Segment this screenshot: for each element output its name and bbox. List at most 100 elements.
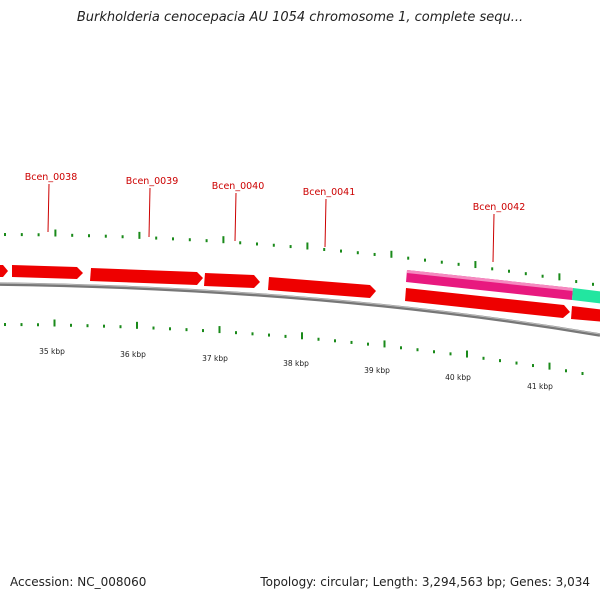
tick-mark [86,324,89,328]
lower-strand-genes [405,288,600,322]
tick-mark [152,326,155,330]
gene-arrow[interactable] [12,265,83,279]
tick-mark [119,325,122,329]
tick-mark [172,237,174,241]
genes-label: Genes: [509,575,552,589]
tick-mark [235,331,237,335]
gene-arrow[interactable] [405,288,570,318]
tick-mark [169,327,171,331]
tick-mark [70,323,72,327]
gene-label[interactable]: Bcen_0041 [303,187,356,198]
gene-label[interactable]: Bcen_0039 [126,176,179,187]
gene-label[interactable]: Bcen_0040 [212,181,265,192]
topology-label: Topology: [260,575,317,589]
tick-mark [20,233,23,237]
tick-mark [340,249,342,253]
forward-strand-genes [0,265,600,304]
tick-mark [185,328,188,332]
gene-label[interactable]: Bcen_0042 [473,202,526,213]
tick-mark [592,282,594,286]
tick-mark [202,329,204,333]
tick-mark [407,256,410,260]
tick-mark [424,258,426,262]
tick-mark [306,242,309,250]
tick-mark [548,362,551,370]
gene-leader-line [324,198,327,248]
tick-mark [367,342,369,346]
gene-label[interactable]: Bcen_0038 [25,172,78,183]
gene-leader-line [47,183,50,233]
gene-arrow[interactable] [571,306,600,322]
tick-mark [205,239,208,243]
tick-mark [4,323,6,327]
tick-mark [37,233,40,237]
tick-mark [54,229,57,237]
tick-mark [268,333,270,337]
gene-arrow[interactable] [268,277,376,298]
tick-mark [136,321,138,329]
gene-labels: Bcen_0038 Bcen_0039 Bcen_0040 Bcen_0041 Bcen… [25,172,526,263]
tick-mark [466,350,468,358]
gene-leader-line [492,213,495,263]
kbp-label: 38 kbp [283,359,309,368]
tick-mark [457,262,460,266]
tick-mark [239,241,242,245]
tick-mark [532,364,534,368]
length-value: 3,294,563 bp [421,575,502,589]
accession-info: Accession: NC_008060 [10,575,146,589]
tick-mark [256,242,258,246]
tick-mark [334,339,336,343]
tick-mark [565,369,567,373]
tick-mark [575,280,578,284]
accession-label: Accession: [10,575,74,589]
kbp-label: 40 kbp [445,373,471,382]
tick-mark [508,269,510,273]
gene-arrow[interactable] [204,273,260,288]
tick-mark [482,356,485,360]
tick-mark [499,359,501,363]
tick-mark [103,324,105,328]
tick-mark [289,245,292,249]
tick-mark [491,267,494,271]
gene-pink-highlight[interactable] [406,270,573,300]
tick-mark [222,236,225,244]
gene-teal-highlight[interactable] [572,288,600,304]
tick-mark [53,319,56,327]
tick-mark [251,332,254,336]
tick-mark [155,236,158,240]
tick-mark [400,346,402,350]
kbp-label: 41 kbp [527,382,553,391]
upper-ticks [4,229,594,286]
tick-mark [449,352,452,356]
gene-arrow[interactable] [0,265,8,277]
lower-ticks [4,319,584,376]
tick-mark [390,250,393,258]
tick-mark [218,326,221,334]
gene-leader-line [234,192,237,242]
tick-mark [474,261,477,269]
chromosome-backbone [0,282,600,337]
tick-mark [88,234,90,238]
chromosome-backbone-highlight [0,282,600,335]
tick-mark [301,332,303,340]
tick-mark [515,361,518,365]
accession-value: NC_008060 [77,575,147,589]
map-title: Burkholderia cenocepacia AU 1054 chromos… [76,10,524,25]
gene-arrow[interactable] [90,268,203,285]
tick-mark [524,272,527,276]
tick-mark [416,348,419,352]
kbp-label: 35 kbp [39,347,65,356]
tick-mark [37,323,39,327]
tick-mark [4,233,6,237]
tick-mark [20,323,23,327]
tick-mark [383,340,386,348]
tick-mark [71,233,74,237]
tick-mark [373,252,376,256]
tick-mark [433,350,435,354]
tick-mark [138,231,141,239]
tick-mark [558,273,561,281]
kbp-label: 39 kbp [364,366,390,375]
kbp-label: 36 kbp [120,350,146,359]
tick-mark [323,247,326,251]
tick-mark [188,238,191,242]
